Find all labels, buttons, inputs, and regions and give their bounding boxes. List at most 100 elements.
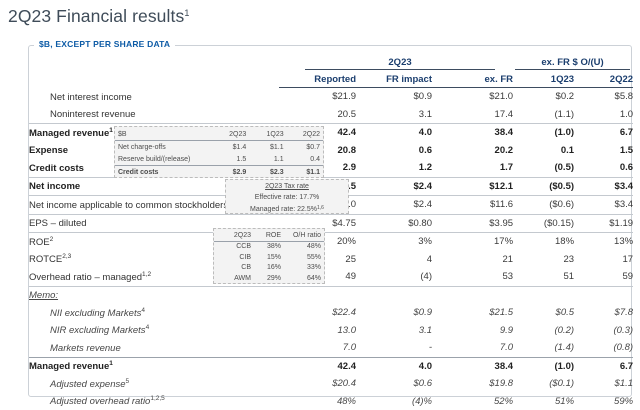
cell-2q22: $5.8	[574, 88, 633, 106]
credit-costs-row-label: Credit costs	[115, 166, 212, 179]
cell-1q23: 51%	[513, 393, 574, 410]
credit-costs-header-row: $B 2Q23 1Q23 2Q22	[115, 128, 323, 141]
lob-body: CCB 38% 48% CIB 15% 55% CB 16% 33% AWM 2…	[214, 241, 324, 284]
cell-reported: 48%	[279, 393, 356, 410]
row-label-cell: Net interest income	[29, 88, 279, 106]
row-label-cell: NII excluding Markets4	[29, 304, 279, 322]
cell-fr-impact	[356, 286, 432, 304]
cell-ex-fr: $11.6	[432, 196, 513, 215]
credit-costs-body: Net charge-offs $1.4 $1.1 $0.7 Reserve b…	[115, 141, 323, 179]
credit-costs-1q23: $1.1	[249, 141, 286, 154]
cell-ex-fr: 38.4	[432, 124, 513, 142]
table-header: 2Q23 ex. FR $ O/(U) Reported FR impact e…	[29, 55, 633, 88]
lob-roe: 29%	[254, 273, 284, 284]
tax-rate-title: 2Q23 Tax rate	[226, 181, 348, 192]
cell-reported: 20.5	[279, 106, 356, 124]
cell-2q22: (0.3)	[574, 322, 633, 340]
row-label-cell: NIR excluding Markets4	[29, 322, 279, 340]
page-title-footnote: 1	[184, 8, 189, 18]
page-title: 2Q23 Financial results1	[8, 6, 189, 27]
cell-ex-fr: 52%	[432, 393, 513, 410]
lob-ratios-callout: 2Q23 ROE O/H ratio CCB 38% 48% CIB 15% 5…	[213, 228, 325, 284]
credit-costs-callout: $B 2Q23 1Q23 2Q22 Net charge-offs $1.4 $…	[114, 126, 324, 178]
row-label: ROTCE	[29, 254, 62, 265]
cell-reported: 7.0	[279, 339, 356, 357]
credit-costs-2q22: 0.4	[287, 153, 323, 166]
cell-reported: 13.0	[279, 322, 356, 340]
cell-ex-fr: 7.0	[432, 339, 513, 357]
column-header-2q22: 2Q22	[574, 71, 633, 88]
credit-costs-2q22: $1.1	[287, 166, 323, 179]
credit-costs-1q23: $2.3	[249, 166, 286, 179]
cell-2q22: $3.4	[574, 177, 633, 196]
cell-1q23: 51	[513, 268, 574, 286]
row-label-cell: Markets revenue	[29, 339, 279, 357]
cell-1q23: (1.1)	[513, 106, 574, 124]
lob-segment: AWM	[214, 273, 254, 284]
cell-1q23: 0.1	[513, 142, 574, 160]
row-label: Net income	[29, 181, 80, 192]
cell-reported: $20.4	[279, 375, 356, 393]
cell-fr-impact: 4	[356, 251, 432, 269]
group-header-spacer	[29, 55, 279, 71]
table-row: Noninterest revenue 20.5 3.1 17.4 (1.1) …	[29, 106, 633, 124]
table-row: Overhead ratio – managed1,2 49 (4) 53 51…	[29, 268, 633, 286]
row-label: ROE	[29, 237, 50, 248]
row-footnote: 1,2,5	[150, 395, 164, 402]
cell-ex-fr: $21.0	[432, 88, 513, 106]
cell-reported: 42.4	[279, 357, 356, 375]
cell-ex-fr: 53	[432, 268, 513, 286]
cell-fr-impact: 3.1	[356, 106, 432, 124]
row-label: Net income applicable to common stockhol…	[29, 200, 228, 211]
row-label: Credit costs	[29, 163, 84, 174]
cell-reported: $21.9	[279, 88, 356, 106]
table-row: NII excluding Markets4 $22.4 $0.9 $21.5 …	[29, 304, 633, 322]
credit-costs-row-label: Reserve build/(release)	[115, 153, 212, 166]
cell-ex-fr: $19.8	[432, 375, 513, 393]
credit-costs-header-2q23: 2Q23	[212, 128, 249, 141]
lob-header-2q23: 2Q23	[214, 230, 254, 241]
row-label: NIR excluding Markets	[50, 325, 146, 336]
cell-2q22: 17	[574, 251, 633, 269]
cell-ex-fr: 17.4	[432, 106, 513, 124]
cell-2q22: 59%	[574, 393, 633, 410]
lob-roe: 15%	[254, 252, 284, 263]
cell-1q23: 23	[513, 251, 574, 269]
cell-2q22	[574, 286, 633, 304]
table-row: EPS – diluted $4.75 $0.80 $3.95 ($0.15) …	[29, 214, 633, 233]
row-footnote: 4	[146, 324, 150, 331]
credit-costs-row: Net charge-offs $1.4 $1.1 $0.7	[115, 141, 323, 154]
row-label: Markets revenue	[50, 343, 121, 354]
row-label: Adjusted expense	[50, 379, 126, 390]
cell-1q23: (1.4)	[513, 339, 574, 357]
lob-oh-ratio: 48%	[284, 241, 324, 252]
cell-ex-fr: 9.9	[432, 322, 513, 340]
credit-costs-header-b: $B	[115, 128, 212, 141]
lob-row: AWM 29% 64%	[214, 273, 324, 284]
row-footnote: 2,3	[62, 253, 71, 260]
table-row: ROTCE2,3 25 4 21 23 17	[29, 251, 633, 269]
table-row: Net interest income $21.9 $0.9 $21.0 $0.…	[29, 88, 633, 106]
lob-segment: CIB	[214, 252, 254, 263]
cell-2q22: 0.6	[574, 159, 633, 177]
group-header-row: 2Q23 ex. FR $ O/(U)	[29, 55, 633, 71]
row-label: Memo:	[29, 290, 58, 301]
cell-fr-impact: 3%	[356, 233, 432, 251]
cell-fr-impact: $2.4	[356, 196, 432, 215]
lob-header-row: 2Q23 ROE O/H ratio	[214, 230, 324, 241]
column-header-1q23: 1Q23	[513, 71, 574, 88]
row-label: Managed revenue	[29, 128, 109, 139]
credit-costs-1q23: 1.1	[249, 153, 286, 166]
table-row: Markets revenue 7.0 - 7.0 (1.4) (0.8)	[29, 339, 633, 357]
credit-costs-2q23: $1.4	[212, 141, 249, 154]
cell-ex-fr: $12.1	[432, 177, 513, 196]
group-header-variance: ex. FR $ O/(U)	[513, 55, 633, 71]
table-row: Managed revenue1 42.4 4.0 38.4 (1.0) 6.7	[29, 357, 633, 375]
cell-ex-fr: 38.4	[432, 357, 513, 375]
cell-2q22: (0.8)	[574, 339, 633, 357]
table-row: NIR excluding Markets4 13.0 3.1 9.9 (0.2…	[29, 322, 633, 340]
column-header-reported: Reported	[279, 71, 356, 88]
cell-1q23: ($0.1)	[513, 375, 574, 393]
cell-fr-impact: $0.9	[356, 304, 432, 322]
cell-2q22: 1.5	[574, 142, 633, 160]
